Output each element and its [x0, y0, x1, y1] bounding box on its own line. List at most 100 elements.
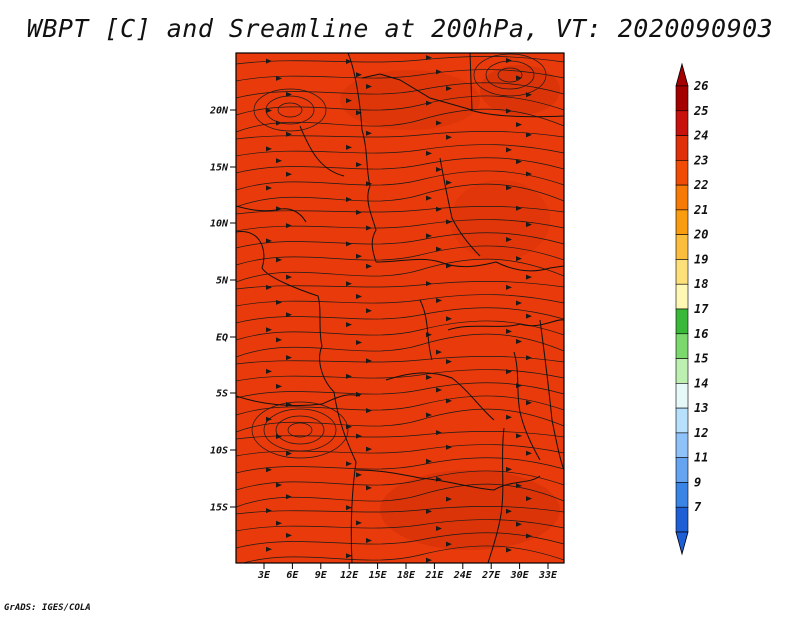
- field-patch: [380, 470, 560, 550]
- streamline-arrow: [366, 225, 372, 231]
- streamline-arrow: [356, 162, 362, 168]
- streamline-arrow: [346, 144, 352, 150]
- vortex-streamline: [251, 401, 349, 459]
- field-patch: [340, 70, 480, 130]
- streamline-arrow: [436, 69, 442, 75]
- colorbar-label: 7: [694, 500, 702, 514]
- streamline-arrow: [286, 355, 292, 361]
- streamline-arrow: [346, 241, 352, 247]
- streamline-arrow: [286, 494, 292, 500]
- colorbar-swatch: [675, 358, 689, 384]
- streamline-arrow: [266, 58, 272, 64]
- streamline-arrow: [276, 299, 282, 305]
- colorbar-label: 11: [694, 451, 708, 465]
- streamline: [236, 183, 564, 208]
- streamline-arrow: [276, 75, 282, 81]
- streamline: [236, 470, 564, 491]
- streamline-arrow: [506, 147, 512, 153]
- streamline-arrow: [346, 322, 352, 328]
- streamline-arrow: [266, 238, 272, 244]
- lat-tick-label: 10N: [210, 219, 229, 230]
- streamline-arrow: [356, 472, 362, 478]
- streamline-arrow: [266, 185, 272, 191]
- streamline: [236, 56, 564, 65]
- streamline-arrow: [506, 57, 512, 63]
- streamline-arrow: [426, 55, 432, 61]
- streamline: [236, 219, 564, 232]
- streamline-arrow: [266, 368, 272, 374]
- streamline-arrow: [526, 533, 532, 539]
- streamline-arrow: [366, 446, 372, 452]
- streamline: [236, 170, 564, 191]
- streamline: [236, 258, 564, 283]
- streamline-arrow: [356, 433, 362, 439]
- colorbar-label: 20: [693, 228, 708, 242]
- streamline: [236, 281, 564, 290]
- lat-tick-label: 20N: [209, 106, 229, 117]
- lat-tick-label: 15N: [210, 163, 229, 174]
- lon-tick-label: 9E: [315, 570, 328, 581]
- streamline-arrow: [286, 312, 292, 318]
- map-plot-area: [235, 52, 565, 564]
- colorbar-swatch: [675, 457, 689, 483]
- streamline-arrow: [526, 132, 532, 138]
- streamline-arrow: [286, 171, 292, 177]
- streamline-arrow: [506, 466, 512, 472]
- streamline-arrow: [516, 159, 522, 165]
- lat-tick-label: 5N: [216, 276, 229, 287]
- streamline-arrow: [276, 520, 282, 526]
- vortex-streamline: [253, 88, 327, 132]
- streamline-arrow: [516, 521, 522, 527]
- streamline-arrow: [526, 400, 532, 406]
- streamline: [236, 307, 564, 324]
- streamline-arrow: [276, 482, 282, 488]
- vortex-streamline: [277, 102, 303, 118]
- longitude-axis: 3E 6E 9E 12E 15E 18E 21E 24E 27E 30E 33E: [257, 563, 558, 581]
- colorbar-swatch: [675, 184, 689, 211]
- streamlines: [236, 53, 564, 563]
- colorbar-label: 16: [694, 327, 708, 341]
- streamline-arrow: [286, 223, 292, 229]
- vortex-streamline: [497, 67, 523, 83]
- streamline-arrow: [446, 86, 452, 92]
- streamline-arrow: [526, 496, 532, 502]
- streamline-arrow: [526, 313, 532, 319]
- lat-tick-label: EQ: [216, 333, 228, 344]
- streamline: [236, 245, 564, 266]
- streamline: [236, 144, 564, 157]
- lat-tick-label: 10S: [210, 446, 228, 457]
- streamline-arrow: [346, 505, 352, 511]
- colorbar: 26 25 24 23 22 21 20 19 18 17 16 15 14 13 12 11 9 7: [675, 62, 709, 556]
- streamline-arrow: [266, 508, 272, 514]
- streamline-arrow: [436, 526, 442, 532]
- lon-tick-label: 3E: [257, 570, 271, 581]
- streamline-arrow: [286, 532, 292, 538]
- streamline-arrow: [426, 195, 432, 201]
- lon-tick-label: 24E: [453, 570, 473, 581]
- streamline-arrow: [436, 430, 442, 436]
- colorbar-swatch: [675, 234, 689, 260]
- streamline-arrow: [276, 158, 282, 164]
- streamline-arrow: [526, 355, 532, 361]
- streamline-arrow: [516, 256, 522, 262]
- streamline-arrow: [266, 146, 272, 152]
- streamline-arrow: [506, 414, 512, 420]
- streamline-arrow: [526, 274, 532, 280]
- streamline-arrow: [506, 328, 512, 334]
- grads-credit: GrADS: IGES/COLA: [4, 603, 91, 613]
- streamline: [236, 131, 564, 140]
- colorbar-label: 9: [694, 475, 701, 489]
- streamline-arrow: [356, 520, 362, 526]
- plot-frame: [235, 52, 565, 564]
- streamline-arrow: [266, 467, 272, 473]
- vortex-streamline: [265, 95, 315, 125]
- streamline-arrow: [506, 508, 512, 514]
- streamline-arrow: [356, 110, 362, 116]
- streamline-arrow: [526, 171, 532, 177]
- lat-tick-label: 5S: [216, 389, 228, 400]
- streamline-arrow: [516, 205, 522, 211]
- streamline-arrow: [346, 281, 352, 287]
- streamline-arrow: [446, 134, 452, 140]
- streamline-arrow: [436, 298, 442, 304]
- streamline-arrow: [366, 308, 372, 314]
